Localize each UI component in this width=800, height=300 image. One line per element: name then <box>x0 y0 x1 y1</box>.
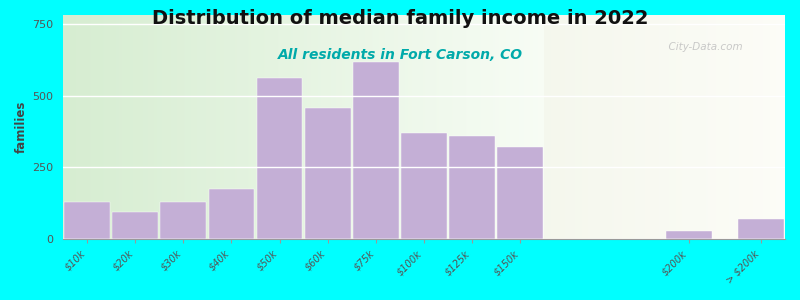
Bar <box>112 212 158 239</box>
Bar <box>353 62 398 239</box>
Text: All residents in Fort Carson, CO: All residents in Fort Carson, CO <box>278 48 522 62</box>
Bar <box>401 133 447 239</box>
Y-axis label: families: families <box>15 101 28 153</box>
Bar <box>738 219 784 239</box>
Bar <box>498 147 543 239</box>
Bar <box>257 78 302 239</box>
Bar <box>305 109 350 239</box>
Text: Distribution of median family income in 2022: Distribution of median family income in … <box>152 9 648 28</box>
Bar <box>161 202 206 239</box>
Bar <box>450 136 495 239</box>
Text: City-Data.com: City-Data.com <box>662 42 743 52</box>
Bar <box>64 202 110 239</box>
Bar <box>209 189 254 239</box>
Bar <box>666 231 711 239</box>
